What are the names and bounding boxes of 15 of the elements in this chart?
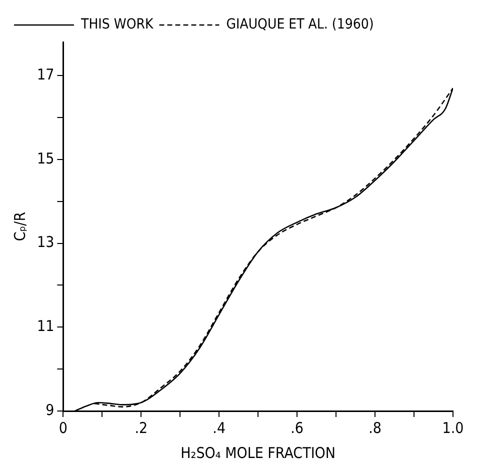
x-tick-label: 0 <box>58 418 68 437</box>
y-tick-label: 13 <box>36 233 54 252</box>
x-tick-label: .6 <box>290 418 304 437</box>
y-tick-label: 15 <box>36 149 54 168</box>
x-tick-label: 1.0 <box>442 418 464 437</box>
y-tick-label: 17 <box>36 65 54 84</box>
x-axis-title: H₂SO₄ MOLE FRACTION <box>180 444 336 462</box>
legend-label: GIAUQUE ET AL. (1960) <box>226 16 374 33</box>
y-tick-label: 9 <box>46 400 54 419</box>
x-tick-label: .2 <box>134 418 148 437</box>
x-tick-label: .8 <box>368 418 382 437</box>
y-tick-label: 11 <box>36 317 54 336</box>
y-axis-title: Cₚ/R <box>10 212 29 242</box>
x-tick-label: .4 <box>212 418 226 437</box>
legend-label: THIS WORK <box>80 16 154 33</box>
